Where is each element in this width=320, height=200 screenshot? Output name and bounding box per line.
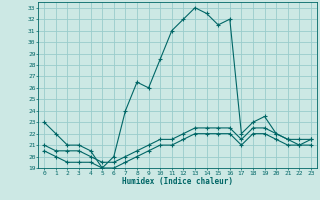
X-axis label: Humidex (Indice chaleur): Humidex (Indice chaleur) [122, 177, 233, 186]
